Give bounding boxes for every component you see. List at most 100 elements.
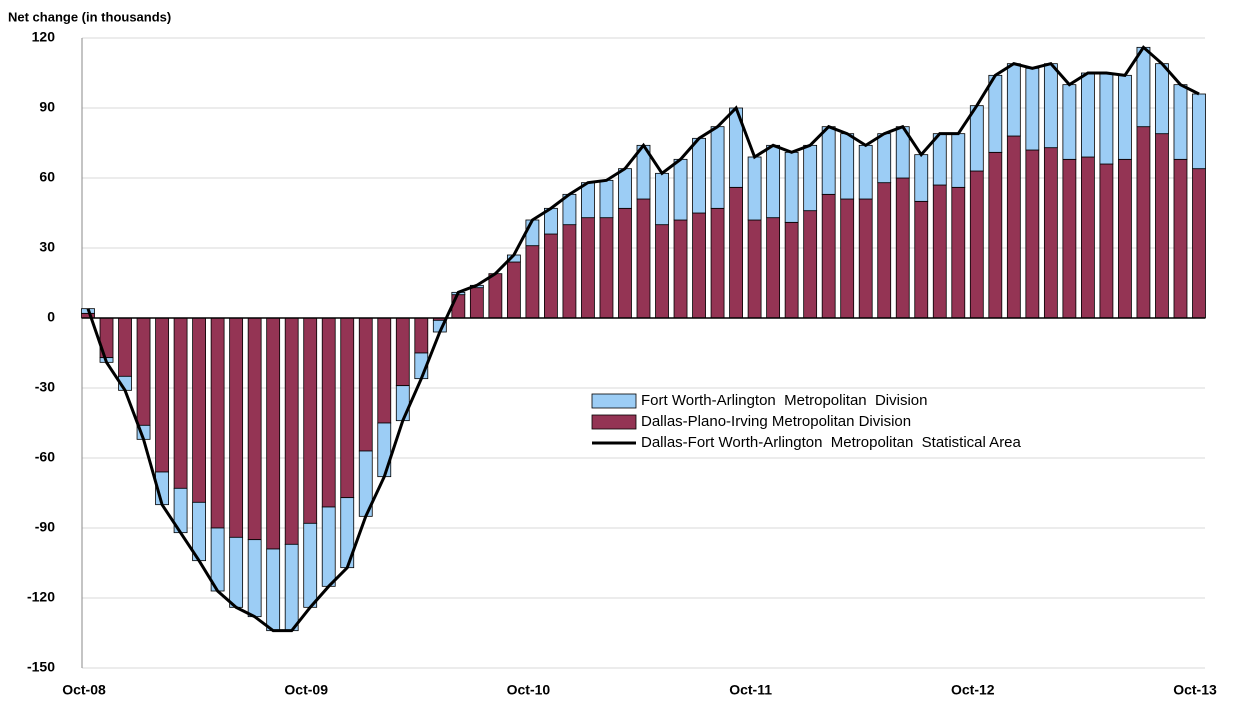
axis-title: Net change (in thousands) — [8, 9, 171, 24]
bar — [395, 385, 410, 422]
y-tick-label: 60 — [39, 169, 55, 185]
bar — [469, 287, 484, 319]
bar — [155, 317, 169, 473]
y-tick-label: -150 — [27, 659, 55, 675]
bar — [488, 273, 503, 319]
x-tick-label: Oct-10 — [507, 682, 551, 698]
bar — [562, 224, 577, 319]
y-tick-label: 90 — [39, 99, 55, 115]
bar — [951, 133, 966, 188]
bar — [229, 317, 244, 538]
bar — [636, 198, 651, 319]
bar — [840, 198, 855, 319]
bar — [969, 105, 984, 172]
y-tick-label: 0 — [47, 309, 55, 325]
y-tick-label: 30 — [39, 239, 55, 255]
bar — [969, 170, 984, 319]
bar — [377, 422, 392, 478]
bar — [784, 221, 799, 319]
bar — [988, 151, 1003, 319]
bar — [747, 219, 762, 319]
bar — [1173, 84, 1188, 160]
bar — [377, 317, 392, 424]
bar — [784, 151, 799, 223]
bar — [729, 186, 743, 319]
bar — [1099, 72, 1114, 165]
bar — [932, 133, 947, 186]
bar — [710, 207, 725, 319]
bar — [599, 179, 614, 219]
bar — [877, 182, 892, 319]
bar — [1025, 67, 1040, 151]
bar — [1043, 147, 1058, 319]
bar — [692, 137, 706, 214]
bar — [599, 217, 614, 319]
bar — [803, 210, 818, 319]
bar — [247, 539, 262, 618]
bar — [840, 133, 855, 200]
bar — [692, 212, 706, 319]
x-tick-label: Oct-08 — [62, 682, 106, 698]
bar — [1136, 126, 1151, 319]
bar — [914, 200, 929, 319]
bar — [1118, 158, 1132, 319]
legend-swatch — [591, 414, 637, 430]
y-tick-label: -90 — [35, 519, 55, 535]
bar — [747, 156, 762, 221]
legend-swatch — [591, 393, 637, 409]
legend-label: Dallas-Plano-Irving Metropolitan Divisio… — [641, 413, 911, 430]
bar — [525, 245, 540, 319]
bar — [1173, 158, 1188, 319]
bar — [340, 317, 355, 499]
bar — [1155, 63, 1169, 135]
bar — [581, 217, 595, 319]
bar — [821, 193, 836, 319]
bar — [118, 317, 132, 377]
x-tick-label: Oct-13 — [1173, 682, 1217, 698]
x-tick-label: Oct-11 — [729, 682, 772, 698]
bar — [266, 548, 281, 632]
y-tick-label: 120 — [32, 29, 56, 45]
bar — [544, 233, 558, 319]
bar — [1081, 156, 1095, 319]
bar — [766, 144, 781, 219]
bar — [1081, 72, 1095, 158]
bar — [229, 536, 244, 608]
bar — [673, 158, 688, 221]
bar — [525, 219, 540, 247]
bar — [766, 217, 781, 319]
bar — [284, 543, 299, 632]
bar — [914, 154, 929, 202]
x-tick-label: Oct-09 — [284, 682, 328, 698]
bar — [858, 144, 873, 200]
bar — [877, 133, 892, 184]
bar — [618, 168, 632, 209]
y-tick-label: -60 — [35, 449, 55, 465]
bar — [1062, 158, 1077, 319]
bar — [951, 186, 966, 319]
bar — [1006, 135, 1021, 319]
bar — [136, 317, 151, 426]
bar — [858, 198, 873, 319]
y-tick-label: -120 — [27, 589, 55, 605]
bar — [358, 317, 373, 452]
line — [86, 45, 1200, 633]
bar — [303, 317, 318, 524]
legend-label: Fort Worth-Arlington Metropolitan Divisi… — [641, 392, 928, 409]
bar — [655, 224, 669, 319]
bar — [1155, 133, 1169, 319]
bar — [821, 126, 836, 195]
bar — [618, 207, 632, 319]
bar — [1136, 46, 1151, 128]
bar — [895, 177, 910, 319]
bar — [506, 261, 521, 319]
bar — [988, 74, 1003, 153]
bar — [932, 184, 947, 319]
bar — [266, 317, 281, 550]
bar — [414, 317, 429, 354]
bar — [1043, 63, 1058, 149]
bar — [192, 317, 207, 503]
bar — [803, 144, 818, 212]
bar — [395, 317, 410, 387]
